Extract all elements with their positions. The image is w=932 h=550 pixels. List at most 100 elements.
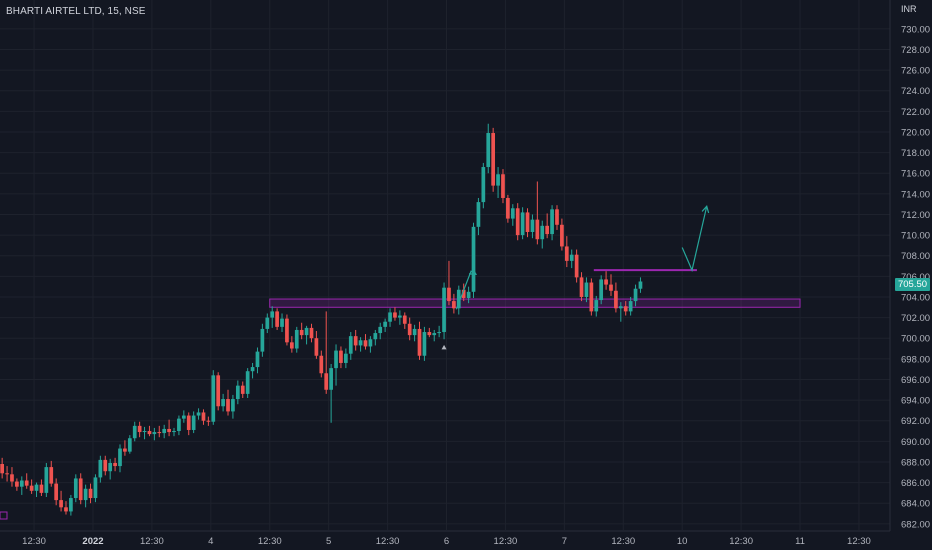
candle bbox=[393, 307, 397, 321]
price-tick-label: 682.00 bbox=[901, 519, 930, 530]
currency-label[interactable]: INR bbox=[901, 4, 917, 14]
price-tick-label: 730.00 bbox=[901, 24, 930, 35]
candle-body bbox=[427, 332, 432, 336]
candle-body bbox=[589, 282, 594, 312]
candle-body bbox=[535, 219, 540, 240]
candle bbox=[506, 194, 510, 223]
price-tick-label: 702.00 bbox=[901, 313, 930, 324]
candle bbox=[442, 282, 446, 340]
candle-body bbox=[49, 467, 54, 484]
candle bbox=[388, 308, 392, 327]
time-tick-label: 12:30 bbox=[611, 536, 635, 547]
candle-body bbox=[486, 133, 491, 168]
candle bbox=[44, 462, 49, 498]
time-tick-label: 12:30 bbox=[376, 536, 400, 547]
candle-body bbox=[540, 225, 545, 240]
candle bbox=[309, 323, 314, 343]
candle-body bbox=[275, 311, 279, 327]
candle-body bbox=[334, 350, 338, 369]
candle-body bbox=[329, 368, 333, 390]
candle-body bbox=[442, 287, 446, 333]
price-tick-label: 724.00 bbox=[901, 86, 930, 97]
candle-body bbox=[132, 425, 137, 439]
candle-body bbox=[260, 328, 265, 352]
candle-body bbox=[344, 353, 348, 363]
candle-body bbox=[24, 480, 29, 486]
candle-body bbox=[196, 412, 201, 416]
candle-body bbox=[560, 224, 564, 247]
candle bbox=[78, 473, 83, 505]
price-tick-label: 712.00 bbox=[901, 210, 930, 221]
time-tick-label: 12:30 bbox=[494, 536, 518, 547]
candle-body bbox=[73, 478, 78, 499]
time-axis[interactable]: 12:30 2022 12:30 4 12:30 5 12:30 6 12:30 7 12:30 10… bbox=[0, 530, 890, 547]
candle-body bbox=[172, 431, 176, 433]
candle bbox=[368, 336, 373, 353]
candle bbox=[545, 213, 550, 239]
candle bbox=[329, 363, 333, 423]
candle bbox=[609, 274, 613, 296]
candle bbox=[339, 346, 343, 369]
candle-body bbox=[515, 208, 520, 236]
candle bbox=[137, 421, 142, 438]
candle-body bbox=[127, 438, 132, 452]
candle bbox=[515, 203, 520, 241]
candle-body bbox=[461, 289, 466, 298]
price-axis[interactable]: 730.00 728.00 726.00 724.00 722.00 720.00 718.… bbox=[889, 0, 930, 531]
candle bbox=[39, 479, 44, 496]
candle bbox=[152, 427, 157, 441]
candle bbox=[324, 311, 329, 394]
candle bbox=[15, 478, 19, 491]
candle bbox=[427, 327, 432, 338]
candle-body bbox=[299, 329, 304, 336]
candle-body bbox=[638, 281, 643, 289]
candle-body bbox=[491, 133, 496, 186]
candle bbox=[59, 490, 63, 512]
time-tick-label: 11 bbox=[795, 536, 805, 547]
candle bbox=[604, 271, 608, 290]
candle bbox=[486, 123, 491, 174]
candle bbox=[191, 411, 196, 434]
candle bbox=[535, 181, 540, 245]
candle bbox=[628, 296, 633, 316]
candle bbox=[476, 197, 481, 236]
time-tick-label: 6 bbox=[444, 536, 449, 547]
markers bbox=[441, 344, 447, 350]
candle bbox=[520, 207, 525, 240]
candle-body bbox=[10, 474, 14, 482]
candle bbox=[373, 329, 378, 346]
scroll-marker[interactable] bbox=[0, 511, 8, 520]
candle-body bbox=[348, 336, 353, 354]
candle-body bbox=[250, 367, 255, 372]
candle bbox=[550, 205, 554, 241]
candle-body bbox=[378, 326, 383, 334]
candle-body bbox=[54, 483, 59, 501]
candle-body bbox=[167, 428, 171, 433]
time-tick-label: 12:30 bbox=[258, 536, 282, 547]
price-tick-label: 688.00 bbox=[901, 457, 930, 468]
candle bbox=[167, 419, 171, 437]
candle bbox=[461, 283, 466, 302]
candle bbox=[226, 389, 230, 416]
candle-body bbox=[137, 425, 142, 433]
candle-body bbox=[69, 498, 73, 512]
candle bbox=[618, 302, 623, 322]
time-tick-label: 12:30 bbox=[847, 536, 871, 547]
candle-body bbox=[594, 300, 599, 312]
candle bbox=[285, 314, 289, 346]
candle bbox=[34, 482, 39, 498]
candle-body bbox=[304, 327, 309, 336]
candle bbox=[353, 329, 358, 351]
candle bbox=[540, 220, 545, 249]
candle bbox=[157, 425, 162, 438]
candle bbox=[186, 412, 191, 436]
candle-body bbox=[402, 315, 407, 324]
candle-body bbox=[206, 420, 211, 422]
candle bbox=[344, 348, 348, 369]
candle-body bbox=[618, 306, 623, 309]
candle-body bbox=[373, 333, 378, 340]
candle bbox=[452, 293, 456, 314]
time-tick-label: 12:30 bbox=[729, 536, 753, 547]
candle bbox=[83, 484, 88, 508]
